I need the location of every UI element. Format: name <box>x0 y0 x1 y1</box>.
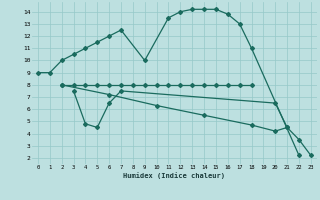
X-axis label: Humidex (Indice chaleur): Humidex (Indice chaleur) <box>124 172 225 179</box>
